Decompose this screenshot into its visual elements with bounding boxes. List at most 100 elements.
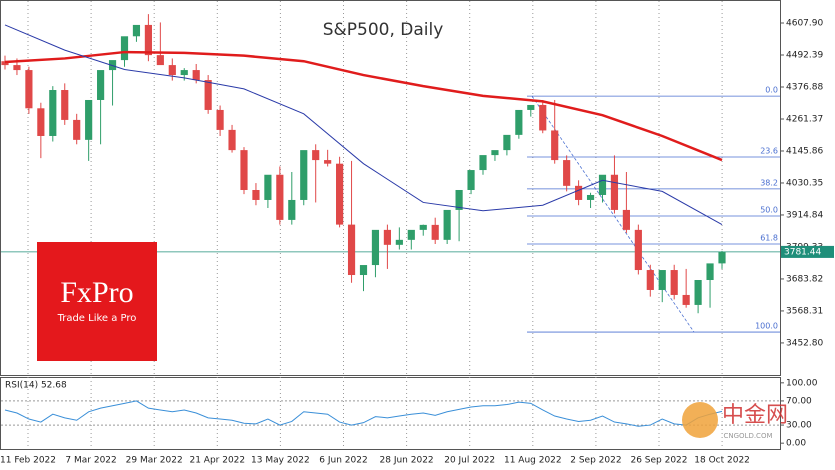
- candle-body: [563, 160, 571, 186]
- rsi-tick-label: 0.00: [786, 439, 806, 449]
- rsi-tick-label: 70.00: [786, 396, 812, 406]
- x-tick-label: 2 Sep 2022: [570, 456, 621, 466]
- last-price-box: [781, 245, 834, 258]
- candle-body: [97, 70, 105, 100]
- y-tick-label: 3452.80: [786, 338, 823, 348]
- chart-title: S&P500, Daily: [323, 20, 444, 40]
- x-tick-label: 6 Jun 2022: [319, 456, 367, 466]
- rsi-tick-label: 100.00: [786, 378, 818, 388]
- y-tick-label: 4492.39: [786, 51, 823, 61]
- candle-body: [264, 174, 272, 200]
- candle-body: [276, 174, 284, 220]
- candle-body: [575, 185, 583, 200]
- x-tick-label: 29 Mar 2022: [126, 456, 183, 466]
- candle-body: [718, 252, 726, 264]
- logo-name: FxPro: [60, 276, 133, 309]
- candle-body: [634, 229, 642, 271]
- candle-body: [419, 224, 427, 230]
- rsi-label: RSI(14) 52.68: [5, 381, 67, 391]
- candle-body: [73, 119, 81, 140]
- candle-body: [503, 134, 511, 151]
- fib-label: 100.0: [755, 322, 778, 331]
- x-tick-label: 11 Aug 2022: [504, 456, 562, 466]
- y-tick-label: 4607.90: [786, 19, 823, 29]
- y-tick-label: 4030.35: [786, 178, 823, 188]
- candle-body: [515, 109, 523, 135]
- x-tick-label: 26 Sep 2022: [630, 456, 687, 466]
- y-tick-label: 3683.82: [786, 274, 823, 284]
- x-tick-label: 21 Apr 2022: [189, 456, 245, 466]
- fib-label: 0.0: [765, 86, 778, 95]
- candle-body: [288, 199, 296, 220]
- y-tick-label: 4376.88: [786, 82, 823, 92]
- candle-body: [240, 150, 248, 190]
- x-tick-label: 18 Oct 2022: [694, 456, 750, 466]
- candle-body: [49, 90, 57, 136]
- rsi-panel: [0, 377, 781, 450]
- candle-body: [622, 209, 630, 230]
- y-tick-label: 4261.37: [786, 114, 823, 124]
- logo-box: [37, 242, 157, 361]
- candle-body: [192, 70, 200, 81]
- candle-body: [168, 65, 176, 76]
- x-tick-label: 11 Feb 2022: [0, 456, 56, 466]
- candle-body: [324, 160, 332, 164]
- candle-body: [252, 189, 260, 200]
- candle-body: [180, 70, 188, 76]
- candle-body: [37, 108, 45, 136]
- x-tick-label: 28 Jun 2022: [380, 456, 434, 466]
- candle-body: [443, 209, 451, 240]
- candle-body: [156, 55, 164, 66]
- candle-body: [646, 270, 654, 290]
- candle-body: [359, 265, 368, 276]
- candle-body: [527, 104, 535, 110]
- candle-body: [120, 36, 129, 61]
- candle-body: [551, 130, 559, 161]
- candle-body: [431, 224, 439, 240]
- candle-body: [491, 150, 499, 156]
- candle-body: [13, 65, 21, 71]
- main-panel: [0, 0, 781, 376]
- candle-body: [670, 270, 678, 295]
- candle-body: [371, 229, 380, 266]
- candle-body: [204, 80, 212, 110]
- candle-body: [85, 99, 93, 140]
- watermark-name: 中金网: [722, 403, 788, 428]
- candle-body: [694, 280, 702, 305]
- watermark-icon: [682, 402, 718, 438]
- x-tick-label: 20 Jul 2022: [444, 456, 495, 466]
- candle-body: [539, 104, 547, 131]
- fib-label: 50.0: [760, 206, 778, 215]
- fib-label: 61.8: [760, 233, 778, 242]
- fib-trend: [531, 95, 695, 333]
- candle-body: [216, 109, 224, 130]
- x-tick-label: 7 Mar 2022: [65, 456, 116, 466]
- candle-body: [61, 90, 69, 120]
- candle-body: [228, 129, 236, 151]
- candle-body: [455, 189, 463, 210]
- candle-body: [467, 170, 475, 190]
- candle-body: [610, 174, 619, 210]
- candle-body: [682, 294, 690, 305]
- watermark-site: CNGOLD.COM: [723, 432, 772, 440]
- candle-body: [395, 239, 403, 245]
- x-tick-label: 13 May 2022: [251, 456, 310, 466]
- y-tick-label: 4145.86: [786, 146, 823, 156]
- rsi-tick-label: 30.00: [786, 421, 812, 431]
- candle-body: [347, 224, 356, 276]
- candle-body: [25, 70, 33, 109]
- moving-average: [4, 50, 723, 162]
- candle-body: [1, 61, 9, 66]
- candle-body: [383, 229, 391, 245]
- candle-body: [300, 150, 308, 200]
- candle-body: [108, 60, 117, 71]
- y-tick-label: 3568.31: [786, 306, 823, 316]
- candle-body: [706, 263, 714, 281]
- fib-label: 23.6: [760, 147, 778, 156]
- candle-body: [336, 163, 344, 225]
- candle-body: [407, 229, 415, 240]
- logo-slogan: Trade Like a Pro: [57, 313, 137, 324]
- candle-body: [132, 24, 141, 37]
